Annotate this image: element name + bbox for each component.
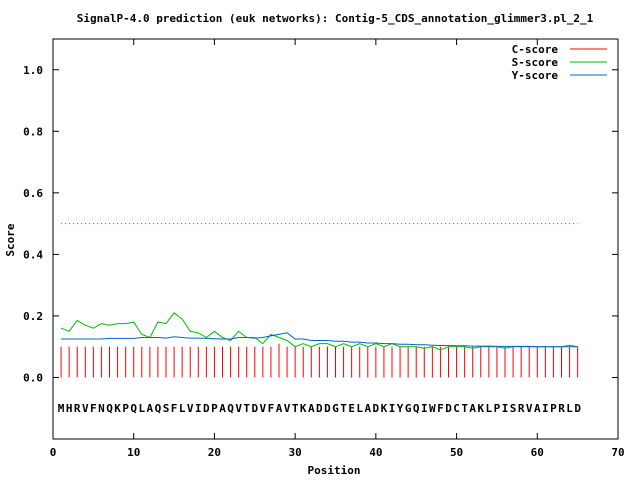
sequence-residue: L bbox=[179, 402, 186, 415]
sequence-residue: L bbox=[566, 402, 573, 415]
y-tick-label: 0.6 bbox=[23, 187, 43, 200]
x-tick-label: 0 bbox=[50, 446, 57, 459]
chart-title: SignalP-4.0 prediction (euk networks): C… bbox=[77, 12, 594, 25]
sequence-residue: M bbox=[58, 402, 65, 415]
y-axis-label: Score bbox=[4, 223, 17, 256]
sequence-residue: D bbox=[373, 402, 380, 415]
sequence-residue: K bbox=[477, 402, 484, 415]
x-tick-label: 30 bbox=[289, 446, 302, 459]
sequence-residue: V bbox=[526, 402, 533, 415]
sequence-residue: Q bbox=[227, 402, 234, 415]
sequence-residue: A bbox=[276, 402, 283, 415]
sequence-residue: Q bbox=[130, 402, 137, 415]
x-tick-label: 50 bbox=[450, 446, 463, 459]
sequence-residue: L bbox=[486, 402, 493, 415]
sequence-residue: Y bbox=[397, 402, 404, 415]
legend-label: S-score bbox=[512, 56, 559, 69]
sequence-residue: D bbox=[324, 402, 331, 415]
x-tick-label: 20 bbox=[208, 446, 221, 459]
sequence-residue: A bbox=[364, 402, 371, 415]
sequence-residue: Q bbox=[155, 402, 162, 415]
sequence-residue: Q bbox=[106, 402, 113, 415]
x-tick-label: 60 bbox=[531, 446, 544, 459]
legend-label: Y-score bbox=[512, 69, 559, 82]
sequence-residue: F bbox=[90, 402, 97, 415]
sequence-residue: G bbox=[405, 402, 412, 415]
sequence-residue: S bbox=[163, 402, 170, 415]
sequence-residue: A bbox=[308, 402, 315, 415]
sequence-residue: N bbox=[98, 402, 105, 415]
sequence-residue: K bbox=[114, 402, 121, 415]
sequence-residue: P bbox=[211, 402, 218, 415]
x-tick-label: 10 bbox=[127, 446, 140, 459]
sequence-residue: A bbox=[534, 402, 541, 415]
sequence-residue: V bbox=[260, 402, 267, 415]
x-tick-label: 70 bbox=[611, 446, 624, 459]
sequence-residue: P bbox=[494, 402, 501, 415]
sequence-residue: C bbox=[453, 402, 460, 415]
sequence-residue: A bbox=[469, 402, 476, 415]
sequence-residue: T bbox=[461, 402, 468, 415]
sequence-residue: D bbox=[574, 402, 581, 415]
sequence-residue: I bbox=[421, 402, 428, 415]
y-tick-label: 0.8 bbox=[23, 125, 43, 138]
sequence-residue: V bbox=[235, 402, 242, 415]
sequence-residue: L bbox=[138, 402, 145, 415]
sequence-residue: T bbox=[340, 402, 347, 415]
sequence-residue: R bbox=[74, 402, 81, 415]
sequence-residue: I bbox=[542, 402, 549, 415]
x-axis-label: Position bbox=[308, 464, 361, 477]
sequence-residue: Q bbox=[413, 402, 420, 415]
x-tick-label: 40 bbox=[369, 446, 382, 459]
sequence-residue: D bbox=[316, 402, 323, 415]
y-tick-label: 1.0 bbox=[23, 64, 43, 77]
y-score-line bbox=[61, 332, 578, 348]
sequence-residue: D bbox=[203, 402, 210, 415]
sequence-residue: I bbox=[389, 402, 396, 415]
sequence-residue: K bbox=[300, 402, 307, 415]
sequence-residue: A bbox=[219, 402, 226, 415]
sequence-residue: V bbox=[82, 402, 89, 415]
sequence-residue: V bbox=[284, 402, 291, 415]
y-tick-label: 0.4 bbox=[23, 248, 43, 261]
sequence-residue: R bbox=[518, 402, 525, 415]
sequence-residue: R bbox=[558, 402, 565, 415]
sequence-residue: V bbox=[187, 402, 194, 415]
sequence-residue: T bbox=[243, 402, 250, 415]
sequence-residue: T bbox=[292, 402, 299, 415]
sequence-residue: A bbox=[147, 402, 154, 415]
sequence-residue: D bbox=[445, 402, 452, 415]
sequence-residue: I bbox=[195, 402, 202, 415]
sequence-residue: P bbox=[122, 402, 129, 415]
sequence-residue: L bbox=[356, 402, 363, 415]
sequence-residue: F bbox=[268, 402, 275, 415]
s-score-line bbox=[60, 312, 578, 351]
sequence-residue: P bbox=[550, 402, 557, 415]
y-tick-label: 0.0 bbox=[23, 371, 43, 384]
sequence-residue: G bbox=[332, 402, 339, 415]
sequence-residue: S bbox=[510, 402, 517, 415]
sequence-residue: H bbox=[66, 402, 73, 415]
sequence-residue: D bbox=[251, 402, 258, 415]
sequence-residue: W bbox=[429, 402, 436, 415]
axis-ticks: 0 10 20 30 40 50 60 70 0.0 0.2 0.4 0.6 0.8 1.0 bbox=[23, 39, 625, 459]
sequence-residue: F bbox=[171, 402, 178, 415]
legend-label: C-score bbox=[512, 43, 559, 56]
sequence-residue: I bbox=[502, 402, 509, 415]
sequence-residue: F bbox=[437, 402, 444, 415]
sequence-residue: K bbox=[381, 402, 388, 415]
plot-frame bbox=[52, 38, 619, 440]
sequence-residue: E bbox=[348, 402, 355, 415]
y-tick-label: 0.2 bbox=[23, 310, 43, 323]
